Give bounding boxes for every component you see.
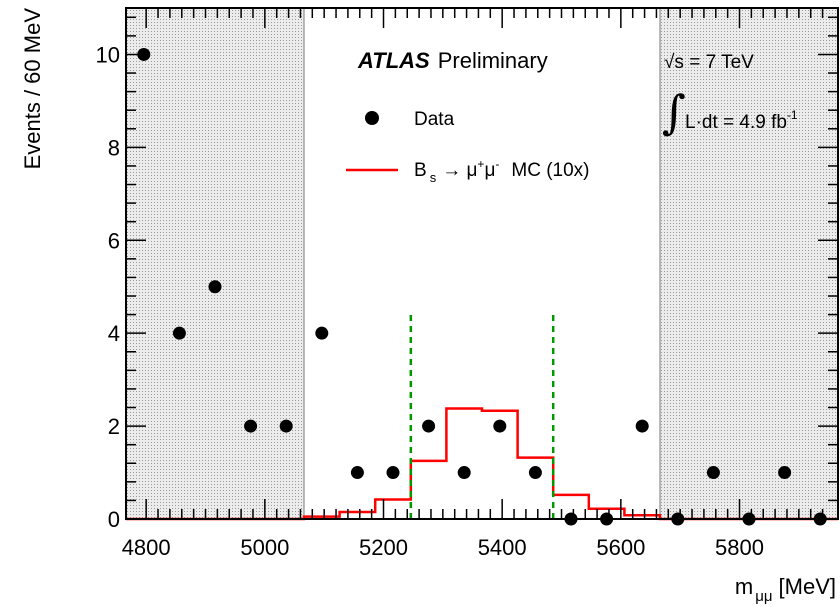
x-tick-label: 5000 [240,535,289,560]
y-tick-label: 10 [96,42,120,67]
y-tick-label: 6 [108,228,120,253]
legend-mc-tail: MC (10x) [511,160,589,181]
data-point [706,466,720,480]
data-point [350,466,364,480]
mc-histogram [126,407,838,521]
y-tick-label: 4 [108,321,120,346]
sidebands [126,8,838,519]
x-tick-label: 5600 [596,535,645,560]
ticks [126,8,838,520]
x-axis-title-main: m [735,574,753,599]
lumi-label-exponent: -1 [787,108,798,122]
data-point [778,466,792,480]
signal-window-lines [409,314,555,519]
x-tick-label: 5200 [359,535,408,560]
data-point [244,419,258,433]
atlas-label-bold: ATLAS [357,48,430,73]
legend-mc-arrow: → μ [442,160,477,181]
data-point [635,419,649,433]
x-tick-label: 5400 [478,535,527,560]
atlas-label: ATLAS Preliminary [357,48,548,73]
data-point [493,419,507,433]
sideband-region-1 [660,8,838,519]
legend-mc-s: s [430,170,437,185]
atlas-label-preliminary: Preliminary [438,48,548,73]
y-tick-label: 2 [108,414,120,439]
data-point [172,326,186,340]
data-point [422,419,436,433]
data-point [528,466,542,480]
data-point [279,419,293,433]
lumi-label: L·dt = 4.9 fb-1 [685,108,798,133]
integral-sign: ∫ [662,85,686,139]
x-axis-title-subscript: μμ [755,588,772,605]
data-point [457,466,471,480]
lumi-label-main: L·dt = 4.9 fb [685,112,787,133]
energy-label: √s = 7 TeV [664,52,754,73]
legend-mc-sup2: - [495,157,499,171]
y-tick-label: 0 [108,507,120,532]
legend-mc-sup1: + [477,157,484,171]
x-tick-label: 4800 [122,535,171,560]
legend-mc-mu2: μ [484,160,495,181]
y-tick-label: 8 [108,135,120,160]
plot-frame [125,7,839,520]
x-axis-title-unit: [MeV] [779,574,836,599]
tick-labels: 4800 5000 5200 5400 5600 5800 0 2 4 6 8 10 [96,42,764,560]
mc-step-line [126,407,838,521]
data-point [208,280,222,294]
x-tick-label: 5800 [715,535,764,560]
legend-data-marker [365,111,379,125]
legend-data-label: Data [414,109,455,130]
x-axis-title: m μμ [MeV] [735,574,836,605]
y-axis-title: Events / 60 MeV [20,8,45,170]
data-point [386,466,400,480]
legend-mc-b: B [414,160,427,181]
data-point [315,326,329,340]
sideband-region-0 [126,8,304,519]
